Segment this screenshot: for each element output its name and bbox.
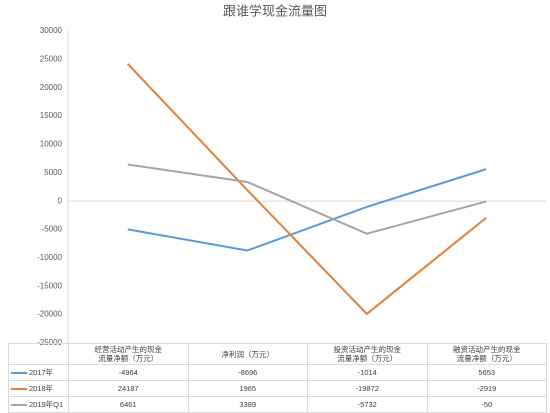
y-tick-label: -15000 [37, 281, 62, 290]
data-label: -19872 [307, 380, 428, 397]
data-label: 5653 [426, 364, 547, 381]
y-tick-label: -20000 [37, 310, 62, 319]
data-table: 经营活动产生的现金流量净额（万元） 净利润（万元） 投资活动产生的现金流量净额（万元… [8, 343, 547, 413]
x-tick-label: 投资活动产生的现金流量净额（万元） [307, 343, 428, 365]
legend-cell: 2018年 [8, 380, 69, 397]
table-row: 2017年 -4964 -8696 -1014 5653 [8, 364, 547, 381]
y-tick-label: -25000 [37, 338, 62, 347]
data-label: 6461 [68, 396, 189, 413]
series-line [127, 163, 487, 235]
data-label: -1014 [307, 364, 428, 381]
y-tick-label: 10000 [40, 140, 63, 149]
data-label: -50 [426, 396, 547, 413]
data-label: 1965 [187, 380, 308, 397]
chart-title: 跟谁学现金流量图 [223, 3, 327, 18]
data-label: -4964 [68, 364, 189, 381]
data-label: 3389 [187, 396, 308, 413]
y-tick-label: 5000 [44, 168, 62, 177]
data-label: -2919 [426, 380, 547, 397]
legend-cell: 2017年 [8, 364, 69, 381]
y-tick-label: 15000 [40, 111, 63, 120]
series-line [127, 168, 487, 252]
data-label: -8696 [187, 364, 308, 381]
legend-swatch [11, 404, 27, 407]
legend-label: 2019年Q1 [29, 400, 64, 409]
table-row: 2018年 24187 1965 -19872 -2919 [8, 380, 547, 397]
legend-swatch [11, 388, 27, 391]
series-line [127, 63, 487, 316]
legend-cell: 2019年Q1 [8, 396, 69, 413]
corner-cell [8, 343, 69, 365]
y-tick-label: 0 [58, 196, 63, 205]
data-label: 24187 [68, 380, 189, 397]
y-tick-label: -10000 [37, 253, 62, 262]
legend-label: 2017年 [29, 368, 54, 377]
x-tick-label: 融资活动产生的现金流量净额（万元） [426, 343, 547, 365]
x-tick-label: 经营活动产生的现金流量净额（万元） [68, 343, 189, 365]
data-label: -5732 [307, 396, 428, 413]
table-header: 经营活动产生的现金流量净额（万元） 净利润（万元） 投资活动产生的现金流量净额（万元… [8, 343, 547, 365]
y-tick-label: 20000 [40, 83, 63, 92]
y-tick-label: 30000 [40, 26, 63, 35]
legend-swatch [11, 372, 27, 375]
y-tick-label: 25000 [40, 54, 63, 63]
y-tick-label: -5000 [42, 225, 63, 234]
x-tick-label: 净利润（万元） [187, 343, 308, 365]
legend-label: 2018年 [29, 384, 54, 393]
table-row: 2019年Q1 6461 3389 -5732 -50 [8, 396, 547, 413]
